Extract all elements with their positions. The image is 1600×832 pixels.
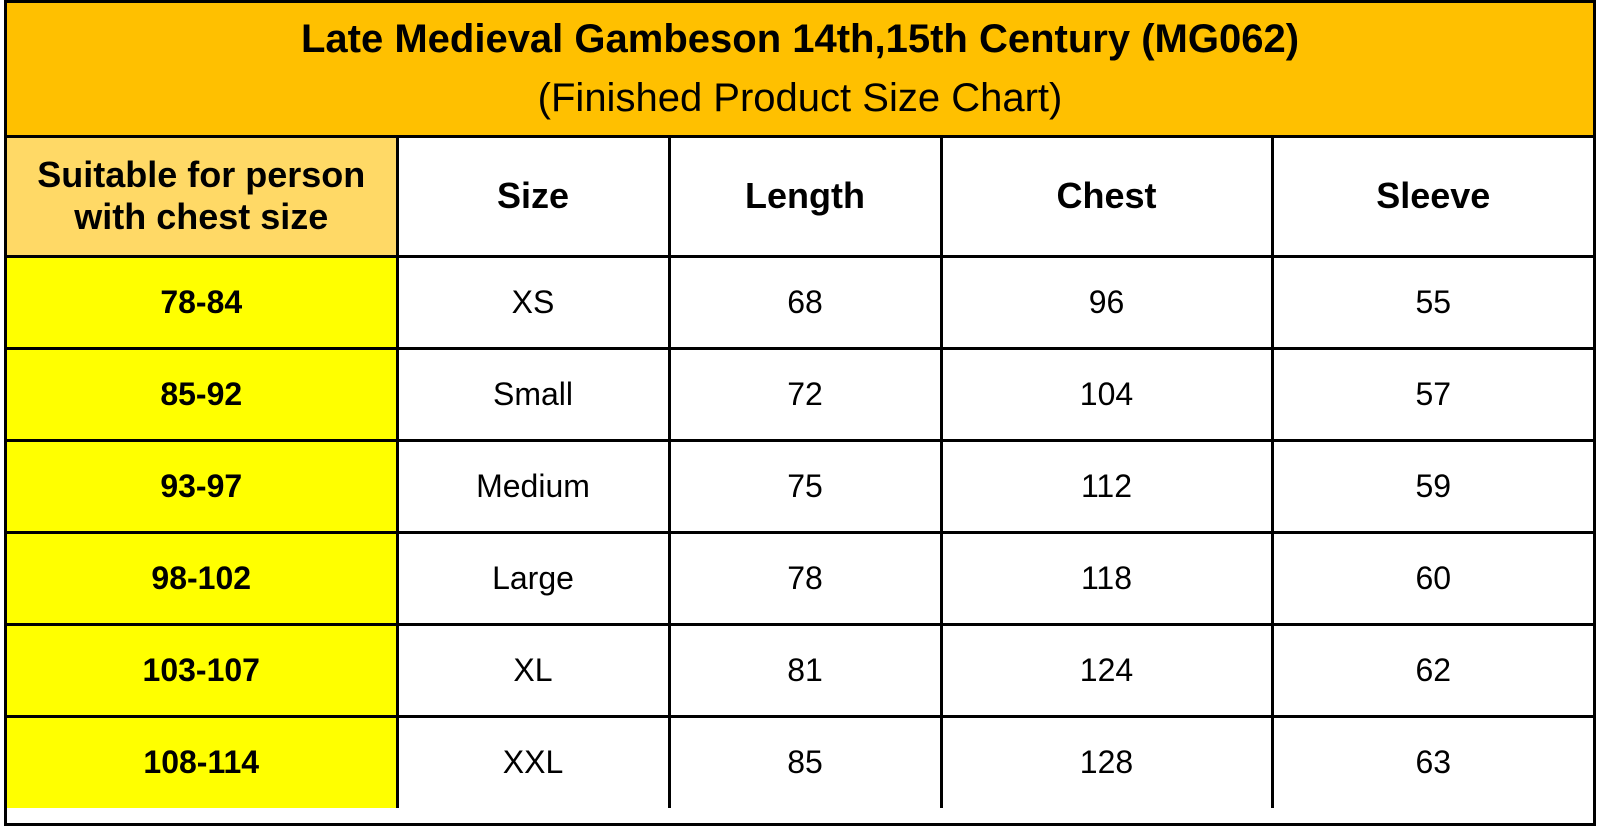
chart-subtitle: (Finished Product Size Chart) <box>537 76 1063 120</box>
header-suitable-line2: with chest size <box>74 196 329 238</box>
table-row: 108-114 XXL 85 128 63 <box>7 714 1593 808</box>
header-suitable-chest-size: Suitable for person with chest size <box>7 138 399 258</box>
suitable-chest-size-cell: 98-102 <box>7 530 399 626</box>
chest-cell: 96 <box>939 256 1274 350</box>
sleeve-cell: 60 <box>1270 530 1593 626</box>
header-sleeve: Sleeve <box>1270 138 1593 258</box>
sleeve-cell: 62 <box>1270 622 1593 718</box>
length-cell: 85 <box>667 714 943 808</box>
header-suitable-line1: Suitable for person <box>37 154 366 196</box>
size-cell: XS <box>395 256 671 350</box>
chest-cell: 124 <box>939 622 1274 718</box>
suitable-chest-size-cell: 108-114 <box>7 714 399 808</box>
table-row: 103-107 XL 81 124 62 <box>7 622 1593 718</box>
header-size: Size <box>395 138 671 258</box>
length-cell: 81 <box>667 622 943 718</box>
size-cell: Large <box>395 530 671 626</box>
length-cell: 72 <box>667 346 943 442</box>
table-row: 98-102 Large 78 118 60 <box>7 530 1593 626</box>
sleeve-cell: 63 <box>1270 714 1593 808</box>
chest-cell: 112 <box>939 438 1274 534</box>
sleeve-cell: 55 <box>1270 256 1593 350</box>
size-cell: XXL <box>395 714 671 808</box>
chest-cell: 118 <box>939 530 1274 626</box>
chart-title: Late Medieval Gambeson 14th,15th Century… <box>300 17 1300 61</box>
suitable-chest-size-cell: 93-97 <box>7 438 399 534</box>
suitable-chest-size-cell: 103-107 <box>7 622 399 718</box>
table-row: 93-97 Medium 75 112 59 <box>7 438 1593 534</box>
header-row: Suitable for person with chest size Size … <box>7 138 1593 258</box>
length-cell: 78 <box>667 530 943 626</box>
size-chart: Late Medieval Gambeson 14th,15th Century… <box>4 0 1596 826</box>
sleeve-cell: 57 <box>1270 346 1593 442</box>
header-length: Length <box>667 138 943 258</box>
size-table: Suitable for person with chest size Size … <box>7 138 1593 808</box>
sleeve-cell: 59 <box>1270 438 1593 534</box>
length-cell: 68 <box>667 256 943 350</box>
chest-cell: 128 <box>939 714 1274 808</box>
size-cell: Medium <box>395 438 671 534</box>
suitable-chest-size-cell: 85-92 <box>7 346 399 442</box>
table-row: 78-84 XS 68 96 55 <box>7 256 1593 350</box>
header-chest: Chest <box>939 138 1274 258</box>
title-banner: Late Medieval Gambeson 14th,15th Century… <box>7 3 1593 138</box>
chest-cell: 104 <box>939 346 1274 442</box>
suitable-chest-size-cell: 78-84 <box>7 256 399 350</box>
size-cell: XL <box>395 622 671 718</box>
table-row: 85-92 Small 72 104 57 <box>7 346 1593 442</box>
size-cell: Small <box>395 346 671 442</box>
length-cell: 75 <box>667 438 943 534</box>
